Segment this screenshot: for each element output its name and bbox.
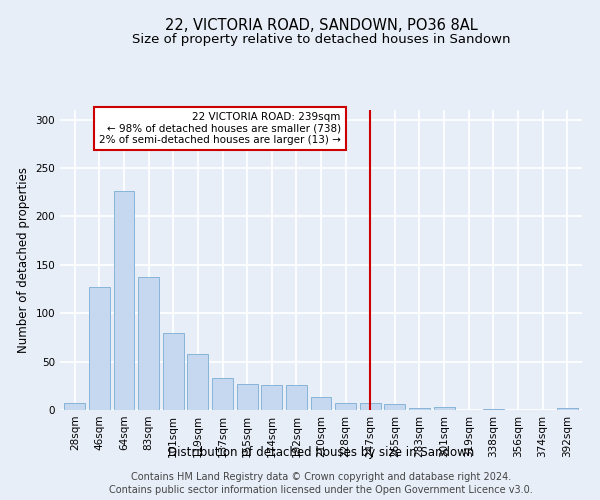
Bar: [311, 398, 331, 410]
Bar: [236, 384, 257, 410]
Y-axis label: Number of detached properties: Number of detached properties: [17, 167, 30, 353]
Bar: [113, 192, 134, 410]
Text: 22 VICTORIA ROAD: 239sqm
← 98% of detached houses are smaller (738)
2% of semi-d: 22 VICTORIA ROAD: 239sqm ← 98% of detach…: [99, 112, 341, 145]
Bar: [335, 403, 356, 410]
Bar: [212, 378, 233, 410]
Bar: [483, 409, 504, 410]
Text: Contains HM Land Registry data © Crown copyright and database right 2024.
Contai: Contains HM Land Registry data © Crown c…: [109, 472, 533, 495]
Text: 22, VICTORIA ROAD, SANDOWN, PO36 8AL: 22, VICTORIA ROAD, SANDOWN, PO36 8AL: [164, 18, 478, 32]
Bar: [434, 407, 455, 410]
Bar: [557, 408, 578, 410]
Bar: [385, 404, 406, 410]
Text: Size of property relative to detached houses in Sandown: Size of property relative to detached ho…: [132, 32, 510, 46]
Bar: [64, 403, 85, 410]
Bar: [286, 385, 307, 410]
Bar: [187, 354, 208, 410]
Text: Distribution of detached houses by size in Sandown: Distribution of detached houses by size …: [168, 446, 474, 459]
Bar: [163, 332, 184, 410]
Bar: [138, 278, 159, 410]
Bar: [89, 287, 110, 410]
Bar: [261, 385, 282, 410]
Bar: [360, 403, 381, 410]
Bar: [409, 408, 430, 410]
